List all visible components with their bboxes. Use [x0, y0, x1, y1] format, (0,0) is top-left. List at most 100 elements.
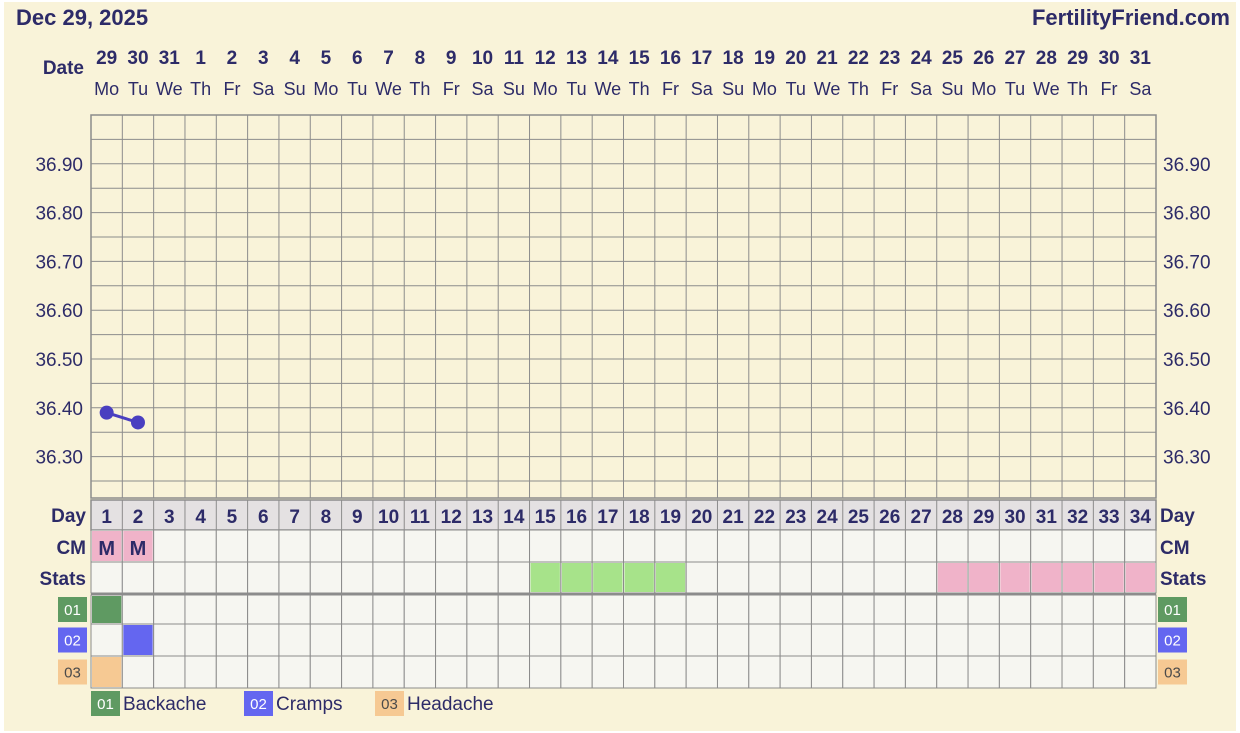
weekday-label: Th [629, 79, 650, 99]
weekday-label: Fr [223, 79, 240, 99]
stats-cell [247, 561, 280, 594]
symptom-cell [1124, 594, 1157, 625]
stats-cell [810, 561, 844, 594]
cycle-day-label: 12 [441, 507, 462, 528]
symptom-cell [748, 594, 781, 625]
stats-cell [842, 561, 875, 594]
symptom-cell [466, 594, 499, 625]
symptom-cell [153, 623, 186, 657]
symptom-cell [654, 655, 687, 689]
stats-cell [153, 561, 186, 594]
symptom-cell [779, 623, 812, 657]
cm-cell [215, 529, 249, 563]
symptom-cell [529, 594, 562, 625]
cycle-day-label: 6 [258, 507, 269, 528]
symptom-cell [1092, 594, 1126, 625]
symptom-cell [810, 594, 844, 625]
symptom-cell [591, 594, 624, 625]
weekday-label: Su [503, 79, 525, 99]
symptom-cell [309, 594, 343, 625]
temperature-point [99, 405, 114, 420]
cycle-day-label: 25 [848, 507, 870, 528]
legend-code-label: 03 [381, 696, 398, 713]
weekday-label: Fr [1101, 79, 1118, 99]
cycle-day-label: 4 [195, 507, 206, 528]
cm-cell [1092, 529, 1126, 563]
stats-marker [530, 563, 560, 592]
y-tick-label-left: 36.60 [35, 301, 83, 322]
cycle-day-label: 24 [817, 507, 839, 528]
symptom-cell [1030, 594, 1063, 625]
cm-cell [904, 529, 938, 563]
symptom-cell [341, 655, 374, 689]
cycle-day-label: 33 [1098, 507, 1119, 528]
weekday-label: Su [941, 79, 963, 99]
site-name[interactable]: FertilityFriend.com [1031, 5, 1230, 30]
date-label: 13 [566, 48, 587, 69]
cycle-day-label: 8 [321, 507, 332, 528]
weekday-label: Sa [691, 79, 714, 99]
date-label: 29 [1067, 48, 1088, 69]
cycle-day-label: 13 [472, 507, 493, 528]
weekday-label: We [375, 79, 402, 99]
y-tick-label-right: 36.80 [1163, 204, 1211, 225]
symptom-cell [435, 623, 468, 657]
cm-cell [184, 529, 217, 563]
cycle-day-label: 30 [1004, 507, 1025, 528]
y-tick-label-left: 36.80 [35, 204, 83, 225]
cycle-day-label: 18 [629, 507, 650, 528]
date-label: 14 [597, 48, 619, 69]
symptom-cell [121, 594, 155, 625]
cycle-day-label: 22 [754, 507, 775, 528]
temperature-point [130, 415, 145, 430]
cycle-day-label: 26 [879, 507, 900, 528]
symptom-cell [466, 655, 499, 689]
cycle-day-label: 2 [133, 507, 144, 528]
stats-cell [121, 561, 155, 594]
legend-code [244, 691, 273, 716]
symptom-code-left [58, 597, 87, 622]
cm-cell [560, 529, 593, 563]
stats-row-label-left: Stats [40, 569, 86, 590]
cycle-day-label: 10 [378, 507, 399, 528]
stats-marker [561, 563, 592, 592]
stats-marker [624, 563, 654, 592]
cycle-day-label: 32 [1067, 507, 1088, 528]
symptom-cell [998, 623, 1032, 657]
symptom-code-left-label: 01 [64, 602, 81, 619]
symptom-cell [1124, 623, 1157, 657]
y-tick-label-left: 36.50 [35, 350, 83, 371]
weekday-label: Fr [662, 79, 679, 99]
y-tick-label-left: 36.40 [35, 399, 83, 420]
stats-cell [779, 561, 812, 594]
symptom-cell [810, 655, 844, 689]
cm-marker-label: M [98, 538, 115, 560]
date-label: 30 [127, 48, 148, 69]
date-label: 11 [504, 48, 525, 69]
stats-row-label-right: Stats [1160, 569, 1206, 590]
symptom-cell [748, 655, 781, 689]
day-row-label-left: Day [51, 506, 86, 527]
symptom-cell [716, 655, 750, 689]
legend-code [91, 691, 120, 716]
cm-cell [842, 529, 875, 563]
cycle-day-label: 15 [535, 507, 557, 528]
symptom-cell [560, 655, 593, 689]
symptom-cell [904, 623, 938, 657]
stats-cell [215, 561, 249, 594]
stats-marker [969, 563, 999, 592]
symptom-cell [403, 655, 437, 689]
symptom-code-right-label: 02 [1164, 633, 1181, 650]
legend-label: Cramps [276, 694, 343, 715]
stats-marker [1125, 563, 1155, 592]
symptom-cell [873, 623, 906, 657]
symptom-cell [372, 623, 405, 657]
symptom-cell [372, 594, 405, 625]
cycle-day-label: 16 [566, 507, 587, 528]
symptom-cell [591, 623, 624, 657]
symptom-cell [1030, 623, 1063, 657]
symptom-cell [184, 594, 217, 625]
symptom-cell [497, 655, 531, 689]
y-tick-label-right: 36.50 [1163, 350, 1211, 371]
cm-cell [403, 529, 437, 563]
